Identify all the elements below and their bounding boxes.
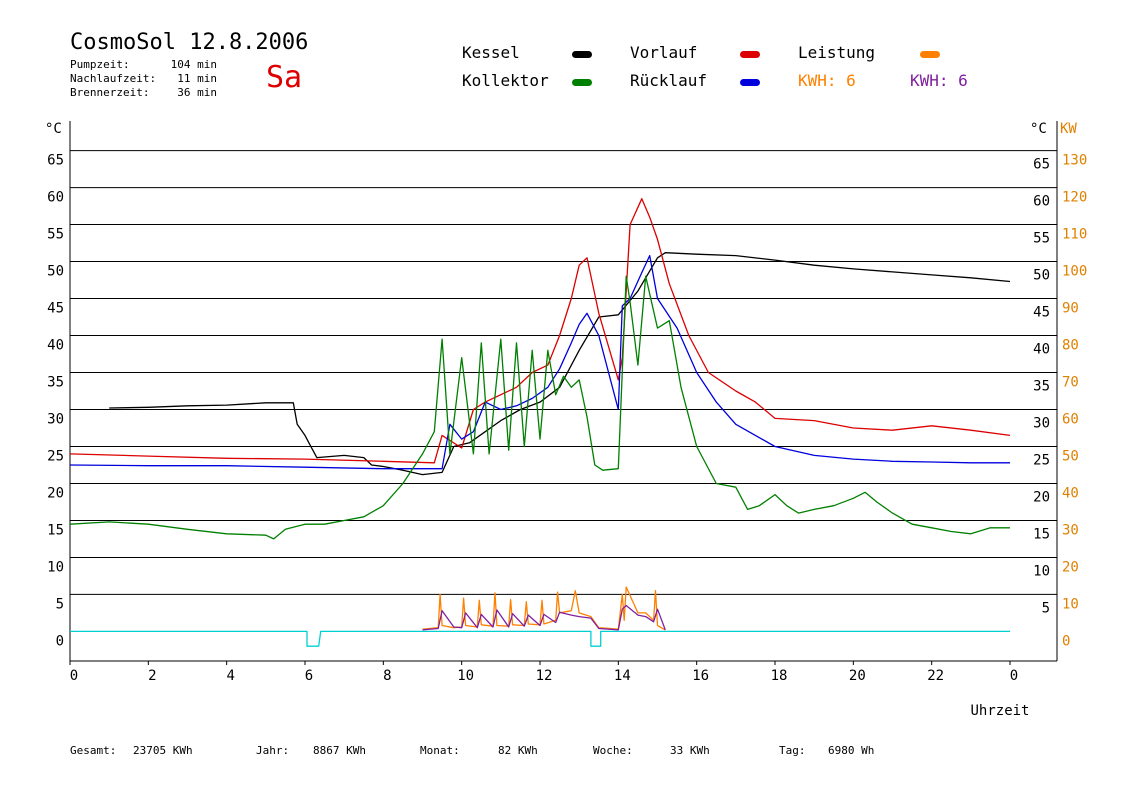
y-axis-label-right-c: °C [1030, 121, 1047, 137]
x-tick-label: 0 [1010, 668, 1018, 684]
y-tick-right-c: 15 [1033, 526, 1050, 542]
y-tick-left: 50 [47, 264, 64, 280]
kwh-label: KWH: 6 [910, 71, 968, 90]
footer-value: 33 KWh [670, 744, 710, 757]
y-tick-right-kw: 80 [1062, 338, 1079, 354]
x-tick-label: 16 [692, 668, 709, 684]
x-tick-label: 18 [771, 668, 788, 684]
y-tick-right-kw: 10 [1062, 596, 1079, 612]
y-tick-right-kw: 130 [1062, 153, 1087, 169]
stat-label: Brennerzeit: [70, 86, 150, 99]
stat-label: Nachlaufzeit: [70, 72, 157, 85]
series-line-kollektor [69, 275, 1010, 540]
x-tick-label: 0 [70, 668, 78, 684]
y-tick-right-kw: 40 [1062, 485, 1079, 501]
legend-swatch-2 [920, 51, 940, 58]
legend-label-0: Kessel [462, 43, 520, 62]
y-tick-right-c: 60 [1033, 194, 1050, 210]
y-tick-right-c: 35 [1033, 379, 1050, 395]
y-tick-right-kw: 60 [1062, 411, 1079, 427]
y-tick-right-kw: 110 [1062, 227, 1087, 243]
footer-label: Gesamt: [70, 744, 117, 757]
footer-value: 82 KWh [498, 744, 538, 757]
stat-label: Pumpzeit: [70, 58, 130, 71]
y-tick-left: 25 [47, 448, 64, 464]
y-tick-right-kw: 100 [1062, 264, 1087, 280]
y-tick-right-c: 55 [1033, 231, 1050, 247]
y-tick-left: 40 [47, 338, 64, 354]
footer-label: Jahr: [256, 744, 290, 757]
y-tick-left: 35 [47, 375, 64, 391]
y-tick-left: 45 [47, 301, 64, 317]
page-title: CosmoSol 12.8.2006 [70, 30, 309, 55]
y-tick-left: 10 [47, 559, 64, 575]
x-tick-label: 20 [849, 668, 866, 684]
stat-value: 104 min [170, 58, 217, 71]
y-tick-left: 15 [47, 522, 64, 538]
series-line-kwh [422, 604, 666, 631]
y-tick-right-kw: 0 [1062, 633, 1070, 649]
footer-label: Tag: [779, 744, 806, 757]
x-tick-label: 4 [226, 668, 234, 684]
y-tick-right-kw: 70 [1062, 375, 1079, 391]
series-line-kessel [109, 252, 1011, 476]
footer-value: 8867 KWh [313, 744, 366, 757]
y-axis-label-left: °C [45, 121, 62, 137]
legend-swatch-0 [572, 51, 592, 58]
y-tick-right-c: 45 [1033, 305, 1050, 321]
y-tick-right-c: 20 [1033, 489, 1050, 505]
legend-label-2: Leistung [798, 43, 876, 62]
y-tick-right-c: 65 [1033, 157, 1050, 173]
x-tick-label: 2 [148, 668, 156, 684]
y-tick-right-c: 40 [1033, 342, 1050, 358]
y-tick-left: 20 [47, 485, 64, 501]
y-tick-right-kw: 30 [1062, 522, 1079, 538]
y-tick-right-kw: 90 [1062, 301, 1079, 317]
series-line-rücklauf [69, 254, 1010, 470]
series-line-brenner [70, 630, 1010, 647]
x-tick-label: 22 [927, 668, 944, 684]
footer-value: 23705 KWh [133, 744, 193, 757]
y-tick-left: 60 [47, 190, 64, 206]
y-tick-right-c: 25 [1033, 452, 1050, 468]
stat-value: 36 min [177, 86, 217, 99]
y-tick-right-c: 5 [1042, 600, 1050, 616]
footer-value: 6980 Wh [828, 744, 875, 757]
x-tick-label: 14 [614, 668, 631, 684]
y-tick-left: 0 [56, 633, 64, 649]
legend-label-4: Rücklauf [630, 71, 708, 90]
y-tick-left: 65 [47, 153, 64, 169]
stat-value: 11 min [177, 72, 217, 85]
y-tick-right-kw: 50 [1062, 448, 1079, 464]
series-line-vorlauf [69, 198, 1011, 464]
y-tick-right-c: 50 [1033, 268, 1050, 284]
x-tick-label: 8 [383, 668, 391, 684]
footer-label: Woche: [593, 744, 633, 757]
y-tick-right-kw: 20 [1062, 559, 1079, 575]
x-axis-label: Uhrzeit [970, 703, 1029, 719]
kwh-label: KWH: 6 [798, 71, 856, 90]
day-of-week: Sa [266, 60, 303, 95]
x-tick-label: 6 [305, 668, 313, 684]
x-tick-label: 10 [457, 668, 474, 684]
legend-swatch-4 [740, 79, 760, 86]
footer-label: Monat: [420, 744, 460, 757]
y-tick-left: 55 [47, 227, 64, 243]
x-tick-label: 12 [536, 668, 553, 684]
y-tick-right-c: 30 [1033, 415, 1050, 431]
y-tick-left: 5 [56, 596, 64, 612]
legend-swatch-1 [740, 51, 760, 58]
y-tick-right-c: 10 [1033, 563, 1050, 579]
y-axis-label-right-kw: KW [1060, 121, 1077, 137]
y-tick-left: 30 [47, 411, 64, 427]
legend-swatch-3 [572, 79, 592, 86]
legend-label-1: Vorlauf [630, 43, 698, 62]
legend-label-3: Kollektor [462, 71, 549, 90]
y-tick-right-kw: 120 [1062, 190, 1087, 206]
